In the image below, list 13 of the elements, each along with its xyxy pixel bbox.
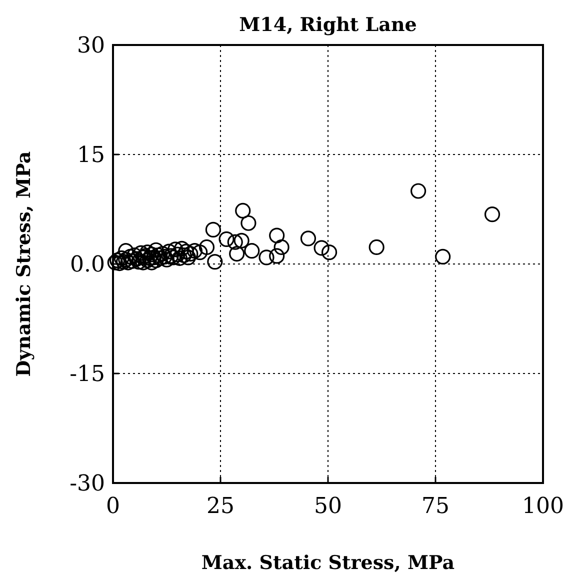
x-tick-label: 75 <box>422 494 450 519</box>
x-tick-label: 50 <box>314 494 342 519</box>
y-tick-label: 15 <box>77 143 105 168</box>
chart-title: M14, Right Lane <box>239 14 417 36</box>
x-tick-label: 0 <box>106 494 120 519</box>
y-tick-label: 0.0 <box>70 252 105 278</box>
x-tick-label: 100 <box>522 494 564 519</box>
y-tick-label: -15 <box>70 362 105 388</box>
y-tick-label: -30 <box>70 472 105 497</box>
y-tick-label: 30 <box>77 34 105 59</box>
x-tick-label: 25 <box>206 494 234 519</box>
y-axis-title: Dynamic Stress, MPa <box>13 151 35 377</box>
x-axis-title: Max. Static Stress, MPa <box>201 552 455 574</box>
